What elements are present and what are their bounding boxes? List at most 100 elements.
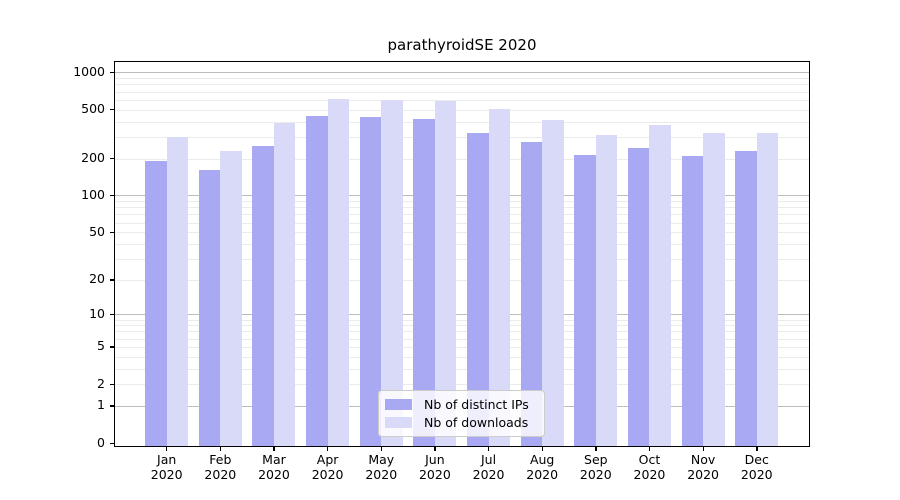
x-tick-label: Feb 2020 xyxy=(204,452,237,482)
y-tick-label: 500 xyxy=(81,101,105,117)
legend: Nb of distinct IPs Nb of downloads xyxy=(378,390,545,437)
bar-distinct-ips xyxy=(306,115,328,447)
bar-downloads xyxy=(595,134,618,447)
bar-distinct-ips xyxy=(574,155,596,447)
x-tick-mark xyxy=(702,447,704,451)
plot-area xyxy=(114,61,810,447)
minor-gridline xyxy=(114,279,810,281)
minor-gridline xyxy=(114,91,810,93)
y-tick-mark xyxy=(110,346,114,348)
bar-downloads xyxy=(166,136,189,447)
x-tick-mark xyxy=(434,447,436,451)
bar-downloads xyxy=(327,98,350,447)
x-tick-label: Dec 2020 xyxy=(740,452,773,482)
minor-gridline xyxy=(114,338,810,340)
minor-gridline xyxy=(114,346,810,348)
minor-gridline xyxy=(114,109,810,111)
y-tick-label: 5 xyxy=(97,338,105,354)
minor-gridline xyxy=(114,368,810,370)
bar-downloads xyxy=(220,151,242,447)
x-tick-mark xyxy=(380,447,383,451)
bar-distinct-ips xyxy=(735,151,757,447)
y-tick-mark xyxy=(110,109,114,111)
y-tick-mark xyxy=(110,158,114,160)
y-tick-label: 200 xyxy=(81,150,105,166)
y-tick-mark xyxy=(110,231,114,233)
bar-downloads xyxy=(649,124,671,447)
y-tick-label: 10 xyxy=(89,305,105,321)
minor-gridline xyxy=(114,222,810,224)
legend-label-distinct-ips: Nb of distinct IPs xyxy=(424,396,529,412)
bar-distinct-ips xyxy=(413,118,435,447)
minor-gridline xyxy=(114,214,810,216)
x-tick-label: Sep 2020 xyxy=(579,452,612,482)
minor-gridline xyxy=(114,158,810,160)
y-tick-mark xyxy=(110,71,114,74)
y-tick-label: 1000 xyxy=(73,63,105,79)
x-tick-label: Nov 2020 xyxy=(687,452,719,482)
x-tick-label: Aug 2020 xyxy=(526,452,559,482)
minor-gridline xyxy=(114,232,810,234)
legend-row-distinct-ips: Nb of distinct IPs xyxy=(385,396,536,412)
legend-swatch-distinct-ips-icon xyxy=(385,399,412,410)
bar-downloads xyxy=(756,132,779,447)
y-tick-mark xyxy=(110,313,114,316)
x-tick-mark xyxy=(595,447,597,451)
major-gridline xyxy=(114,314,810,316)
bar-distinct-ips xyxy=(627,147,650,447)
minor-gridline xyxy=(114,356,810,358)
y-tick-label: 50 xyxy=(89,223,105,239)
bar-distinct-ips xyxy=(467,132,489,447)
major-gridline xyxy=(114,72,810,74)
major-gridline xyxy=(114,195,810,197)
minor-gridline xyxy=(114,331,810,333)
bar-distinct-ips xyxy=(198,169,221,447)
bar-distinct-ips xyxy=(145,160,167,447)
y-tick-mark xyxy=(110,194,114,197)
y-tick-label: 1 xyxy=(97,397,105,413)
minor-gridline xyxy=(114,384,810,386)
minor-gridline xyxy=(114,121,810,123)
minor-gridline xyxy=(114,319,810,321)
bar-downloads xyxy=(273,122,296,447)
x-tick-mark xyxy=(648,447,651,451)
x-tick-label: May 2020 xyxy=(365,452,398,482)
minor-gridline xyxy=(114,325,810,327)
x-tick-mark xyxy=(273,447,275,451)
chart-title: parathyroidSE 2020 xyxy=(387,36,537,54)
x-tick-mark xyxy=(541,447,543,451)
bar-downloads xyxy=(434,100,457,447)
bar-downloads xyxy=(542,120,564,447)
x-tick-mark xyxy=(327,447,329,451)
minor-gridline xyxy=(114,258,810,260)
legend-label-downloads: Nb of downloads xyxy=(424,414,529,430)
x-tick-label: Apr 2020 xyxy=(311,452,344,482)
minor-gridline xyxy=(114,207,810,209)
bar-distinct-ips xyxy=(359,116,382,447)
bar-distinct-ips xyxy=(681,156,704,447)
y-tick-label: 0 xyxy=(97,434,105,450)
minor-gridline xyxy=(114,136,810,138)
y-tick-mark xyxy=(110,442,114,444)
x-tick-label: Jun 2020 xyxy=(418,452,451,482)
minor-gridline xyxy=(114,78,810,80)
bar-downloads xyxy=(703,133,725,447)
minor-gridline xyxy=(114,99,810,101)
x-tick-label: Oct 2020 xyxy=(633,452,666,482)
legend-swatch-downloads-icon xyxy=(385,417,412,428)
y-tick-label: 20 xyxy=(89,271,105,287)
bar-distinct-ips xyxy=(252,146,274,447)
x-tick-label: Jan 2020 xyxy=(150,452,183,482)
x-tick-mark xyxy=(488,447,490,451)
minor-gridline xyxy=(114,84,810,86)
x-tick-label: Jul 2020 xyxy=(472,452,505,482)
y-tick-label: 2 xyxy=(97,375,105,391)
y-tick-label: 100 xyxy=(81,186,105,202)
y-tick-mark xyxy=(110,383,114,385)
bar-downloads xyxy=(488,109,511,447)
y-tick-mark xyxy=(110,405,114,407)
bar-distinct-ips xyxy=(520,142,543,447)
x-tick-mark xyxy=(219,447,222,451)
bar-downloads xyxy=(381,99,403,447)
